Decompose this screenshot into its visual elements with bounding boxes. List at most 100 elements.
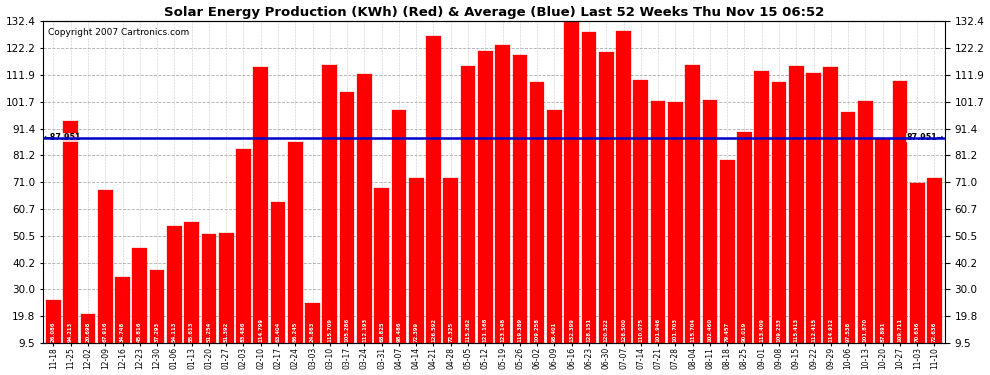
Text: 101.703: 101.703 — [673, 318, 678, 342]
Bar — [219, 233, 234, 343]
Bar — [460, 66, 475, 343]
Bar — [650, 101, 665, 343]
Bar — [392, 110, 406, 343]
Text: 67.916: 67.916 — [103, 322, 108, 342]
Title: Solar Energy Production (KWh) (Red) & Average (Blue) Last 52 Weeks Thu Nov 15 06: Solar Energy Production (KWh) (Red) & Av… — [163, 6, 824, 18]
Text: 115.709: 115.709 — [328, 318, 333, 342]
Text: 68.825: 68.825 — [379, 322, 384, 342]
Bar — [167, 226, 182, 343]
Bar — [323, 65, 338, 343]
Text: 110.075: 110.075 — [639, 318, 644, 342]
Bar — [149, 270, 164, 343]
Bar — [875, 138, 890, 343]
Text: 112.415: 112.415 — [811, 318, 816, 342]
Text: 51.254: 51.254 — [206, 322, 212, 342]
Text: 51.392: 51.392 — [224, 322, 229, 342]
Bar — [426, 36, 441, 343]
Text: 55.613: 55.613 — [189, 322, 194, 342]
Bar — [928, 178, 941, 343]
Text: 20.698: 20.698 — [85, 322, 90, 342]
Text: 72.636: 72.636 — [932, 322, 937, 342]
Bar — [858, 101, 873, 343]
Text: 120.522: 120.522 — [604, 318, 609, 342]
Text: 79.457: 79.457 — [725, 322, 730, 342]
Text: 128.500: 128.500 — [621, 318, 626, 342]
Bar — [340, 92, 354, 343]
Bar — [754, 71, 769, 343]
Bar — [616, 32, 631, 343]
Text: 70.636: 70.636 — [915, 322, 920, 342]
Text: 109.711: 109.711 — [897, 318, 903, 342]
Bar — [530, 82, 544, 343]
Text: 72.325: 72.325 — [448, 322, 453, 342]
Text: 24.863: 24.863 — [310, 322, 315, 342]
Bar — [599, 52, 614, 343]
Text: 126.592: 126.592 — [431, 318, 436, 342]
Text: 37.293: 37.293 — [154, 322, 159, 342]
Text: 98.401: 98.401 — [551, 322, 557, 342]
Bar — [237, 149, 250, 343]
Bar — [547, 110, 561, 343]
Text: 121.168: 121.168 — [483, 318, 488, 342]
Bar — [495, 45, 510, 343]
Text: 72.399: 72.399 — [414, 322, 419, 342]
Bar — [910, 183, 925, 343]
Text: 97.538: 97.538 — [845, 322, 850, 342]
Text: 112.193: 112.193 — [362, 318, 367, 342]
Bar — [738, 132, 751, 343]
Text: Copyright 2007 Cartronics.com: Copyright 2007 Cartronics.com — [48, 27, 189, 36]
Bar — [374, 188, 389, 343]
Text: 109.233: 109.233 — [776, 318, 781, 342]
Bar — [253, 67, 268, 343]
Text: 90.019: 90.019 — [742, 322, 746, 342]
Text: 102.460: 102.460 — [708, 318, 713, 342]
Bar — [115, 277, 130, 343]
Bar — [789, 66, 804, 343]
Bar — [444, 178, 458, 343]
Text: 94.213: 94.213 — [68, 322, 73, 342]
Text: 98.486: 98.486 — [396, 322, 401, 342]
Text: 101.870: 101.870 — [863, 318, 868, 342]
Bar — [824, 67, 839, 343]
Bar — [409, 178, 424, 343]
Text: 113.409: 113.409 — [759, 318, 764, 342]
Text: 54.113: 54.113 — [172, 322, 177, 342]
Bar — [668, 102, 683, 343]
Bar — [720, 160, 735, 343]
Text: 114.912: 114.912 — [829, 318, 834, 342]
Bar — [893, 81, 907, 343]
Text: ←87.951: ←87.951 — [44, 133, 81, 142]
Bar — [478, 51, 493, 343]
Bar — [582, 32, 596, 343]
Text: 87.951→: 87.951→ — [907, 133, 944, 142]
Bar — [305, 303, 320, 343]
Bar — [564, 21, 579, 343]
Bar — [63, 121, 78, 343]
Text: 87.891: 87.891 — [880, 322, 885, 342]
Bar — [841, 112, 855, 343]
Text: 34.748: 34.748 — [120, 322, 125, 342]
Bar — [270, 202, 285, 343]
Text: 119.389: 119.389 — [518, 318, 523, 342]
Bar — [771, 82, 786, 343]
Bar — [685, 65, 700, 343]
Text: 101.946: 101.946 — [655, 318, 660, 342]
Bar — [634, 80, 648, 343]
Bar — [513, 55, 528, 343]
Text: 123.148: 123.148 — [500, 318, 505, 342]
Text: 63.404: 63.404 — [275, 322, 280, 342]
Bar — [288, 142, 303, 343]
Text: 115.413: 115.413 — [794, 318, 799, 342]
Bar — [98, 190, 113, 343]
Text: 109.258: 109.258 — [535, 318, 540, 342]
Bar — [806, 74, 821, 343]
Bar — [703, 99, 717, 343]
Text: 105.286: 105.286 — [345, 318, 349, 342]
Bar — [357, 74, 371, 343]
Text: 114.799: 114.799 — [258, 318, 263, 342]
Bar — [47, 300, 60, 343]
Text: 45.816: 45.816 — [138, 322, 143, 342]
Text: 115.704: 115.704 — [690, 318, 695, 342]
Bar — [80, 314, 95, 343]
Text: 132.399: 132.399 — [569, 318, 574, 342]
